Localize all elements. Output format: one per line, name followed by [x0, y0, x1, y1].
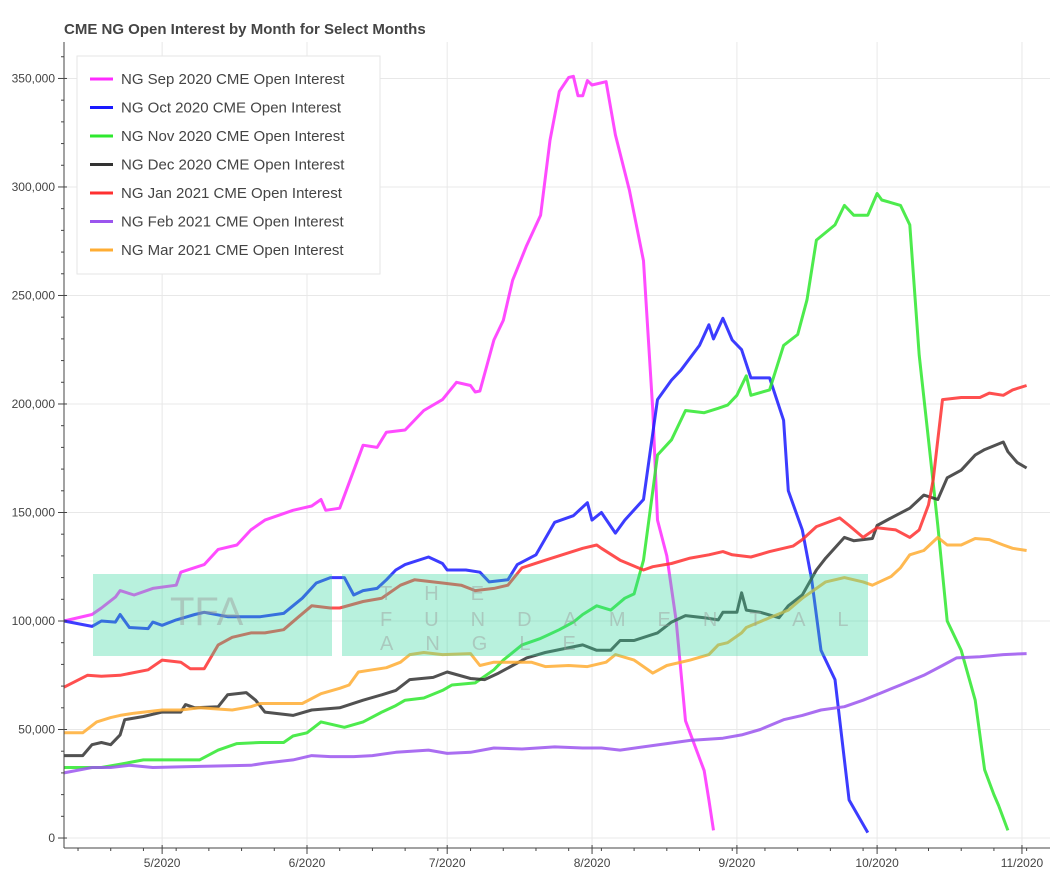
- series-line-mar-2021: [64, 535, 1027, 735]
- legend-label: NG Nov 2020 CME Open Interest: [121, 128, 345, 145]
- series-line-oct-2020: [63, 316, 870, 834]
- series-line-feb-2021: [63, 652, 1027, 775]
- legend-label: NG Sep 2020 CME Open Interest: [121, 71, 345, 88]
- legend-label: NG Dec 2020 CME Open Interest: [121, 157, 345, 174]
- legend-box: [76, 55, 381, 275]
- legend: NG Sep 2020 CME Open Interest NG Oct 2020…: [76, 55, 381, 275]
- chart-title: CME NG Open Interest by Month for Select…: [64, 21, 426, 38]
- gridlines: [64, 42, 1050, 848]
- x-tick-label: 11/2020: [1001, 856, 1044, 870]
- x-tick-label: 9/2020: [719, 856, 756, 870]
- watermark-logo: TFA: [170, 590, 244, 634]
- watermark-line-3: ANGLE: [380, 633, 608, 655]
- x-tick-label: 7/2020: [429, 856, 466, 870]
- y-tick-label: 200,000: [12, 397, 56, 411]
- y-tick-label: 0: [48, 831, 55, 845]
- series-line-jan-2021: [63, 384, 1028, 689]
- watermark-text-box: [342, 574, 868, 656]
- y-tick-label: 300,000: [12, 180, 56, 194]
- legend-label: NG Oct 2020 CME Open Interest: [121, 100, 342, 117]
- x-tick-label: 6/2020: [289, 856, 326, 870]
- legend-label: NG Mar 2021 CME Open Interest: [121, 242, 344, 259]
- series-line-nov-2020: [64, 192, 1010, 831]
- watermark-line-2: FUNDAMENTAL: [380, 609, 881, 631]
- watermark-logo-box: [93, 574, 332, 656]
- y-tick-label: 150,000: [12, 505, 56, 519]
- y-tick-label: 50,000: [18, 723, 55, 737]
- y-tick-label: 350,000: [12, 71, 56, 85]
- watermark-line-1: THE: [380, 583, 516, 605]
- series-lines: [63, 74, 1028, 834]
- axes: 0 50,000 100,000 150,000 200,000 250,000 300,0…: [12, 42, 1050, 870]
- watermark: TFA THE FUNDAMENTAL ANGLE: [93, 574, 881, 656]
- legend-label: NG Feb 2021 CME Open Interest: [121, 214, 344, 231]
- x-tick-label: 5/2020: [144, 856, 181, 870]
- x-tick-label: 8/2020: [574, 856, 611, 870]
- y-tick-label: 250,000: [12, 288, 56, 302]
- series-line-sep-2020: [63, 74, 715, 831]
- y-tick-label: 100,000: [12, 614, 56, 628]
- legend-label: NG Jan 2021 CME Open Interest: [121, 185, 343, 202]
- x-tick-label: 10/2020: [855, 856, 899, 870]
